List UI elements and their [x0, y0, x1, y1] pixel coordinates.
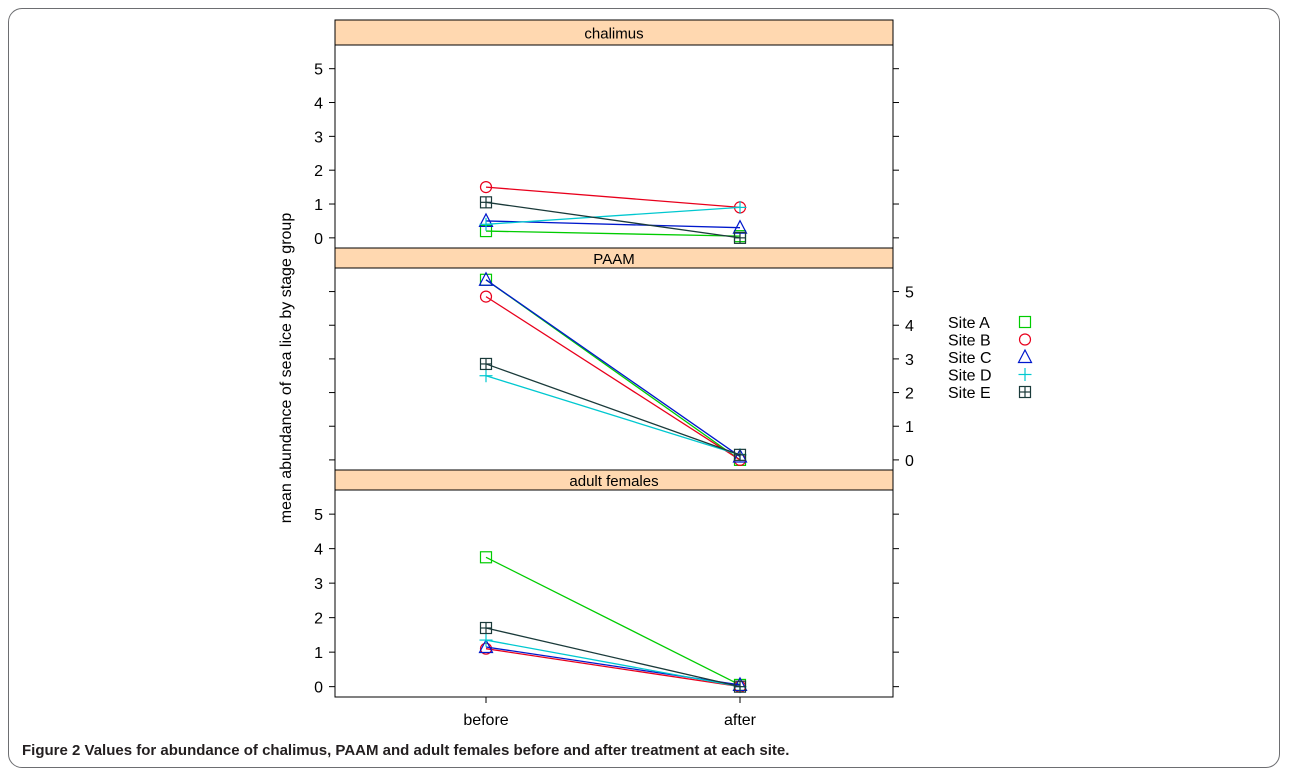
series-line-site-d	[485, 639, 741, 688]
data-point-site-c	[478, 271, 494, 286]
y-tick-label: 5	[314, 507, 323, 524]
legend-symbol-site-e	[1018, 385, 1032, 399]
legend-label: Site C	[948, 350, 992, 367]
data-point-site-d	[479, 217, 493, 231]
data-point-site-d	[479, 369, 493, 383]
y-tick-label: 0	[314, 231, 323, 248]
panel-title: PAAM	[593, 251, 634, 268]
legend-symbol-site-c	[1017, 348, 1033, 364]
panel-plot-area	[334, 44, 894, 249]
legend-label: Site D	[948, 368, 992, 385]
y-axis-label: mean abundance of sea lice by stage grou…	[278, 213, 295, 524]
data-point-site-d	[733, 200, 747, 214]
legend-symbol-site-b-shape	[1018, 333, 1032, 346]
legend-label: Site A	[948, 315, 990, 332]
x-tick-label: after	[724, 712, 757, 729]
panel-title: adult females	[569, 473, 658, 490]
y-tick-label: 5	[905, 285, 914, 302]
series-line-site-b	[485, 186, 741, 209]
y-tick-label: 1	[314, 645, 323, 662]
data-point-site-a	[479, 551, 493, 564]
y-tick-label: 4	[314, 96, 323, 113]
panel-plot-area	[334, 489, 894, 698]
y-tick-label: 2	[314, 163, 323, 180]
y-tick-label: 4	[905, 318, 914, 335]
x-tick-label: before	[463, 712, 508, 729]
data-point-site-b-shape	[479, 181, 493, 194]
series-line-site-d	[485, 206, 741, 225]
data-point-site-b	[479, 181, 493, 194]
y-tick-label: 0	[905, 453, 914, 470]
y-tick-label: 0	[314, 680, 323, 697]
data-point-site-b-shape	[479, 290, 493, 303]
data-point-site-c-shape	[478, 638, 494, 654]
legend-symbol-site-a	[1018, 315, 1032, 329]
data-point-site-c-shape	[478, 271, 494, 286]
figure-frame	[8, 8, 1280, 768]
data-point-site-c	[478, 638, 494, 654]
caption-label: Figure 2	[22, 742, 81, 759]
series-line-site-b	[485, 648, 741, 688]
y-tick-label: 2	[905, 386, 914, 403]
y-tick-label: 2	[314, 611, 323, 628]
legend-symbol-site-b	[1018, 333, 1032, 346]
y-tick-label: 3	[905, 352, 914, 369]
data-point-site-d	[479, 633, 493, 647]
series-line-site-b	[485, 296, 741, 461]
data-point-site-e	[733, 680, 747, 693]
data-point-site-c	[732, 448, 748, 463]
legend-symbol-site-d	[1018, 368, 1032, 381]
y-tick-label: 5	[314, 62, 323, 79]
series-line-site-a	[485, 230, 741, 237]
data-point-site-b	[479, 290, 493, 303]
panel-title: chalimus	[584, 26, 643, 43]
series-line-site-c	[485, 279, 741, 458]
series-line-site-a	[485, 556, 741, 686]
legend-symbol-site-c-shape	[1017, 348, 1033, 364]
caption-text: Values for abundance of chalimus, PAAM a…	[84, 742, 790, 759]
legend-label: Site B	[948, 333, 991, 350]
y-tick-label: 1	[905, 419, 914, 436]
legend-label: Site E	[948, 385, 991, 402]
lattice-line-chart: mean abundance of sea lice by stage grou…	[278, 19, 1033, 729]
data-point-site-e	[479, 357, 493, 371]
data-point-site-e	[479, 621, 493, 635]
series-line-site-e	[485, 201, 741, 239]
data-point-site-e	[733, 231, 747, 244]
y-tick-label: 4	[314, 542, 323, 559]
y-tick-label: 3	[314, 576, 323, 593]
y-tick-label: 3	[314, 129, 323, 146]
series-line-site-e	[485, 627, 741, 688]
data-point-site-e	[733, 448, 747, 461]
data-point-site-e	[479, 196, 493, 209]
figure-caption: Figure 2 Values for abundance of chalimu…	[22, 742, 1272, 760]
series-line-site-d	[485, 375, 741, 456]
y-tick-label: 1	[314, 197, 323, 214]
series-line-site-e	[485, 363, 741, 456]
data-point-site-a-shape	[479, 551, 493, 564]
data-point-site-c-shape	[732, 448, 748, 463]
legend-symbol-site-a-shape	[1018, 315, 1032, 329]
